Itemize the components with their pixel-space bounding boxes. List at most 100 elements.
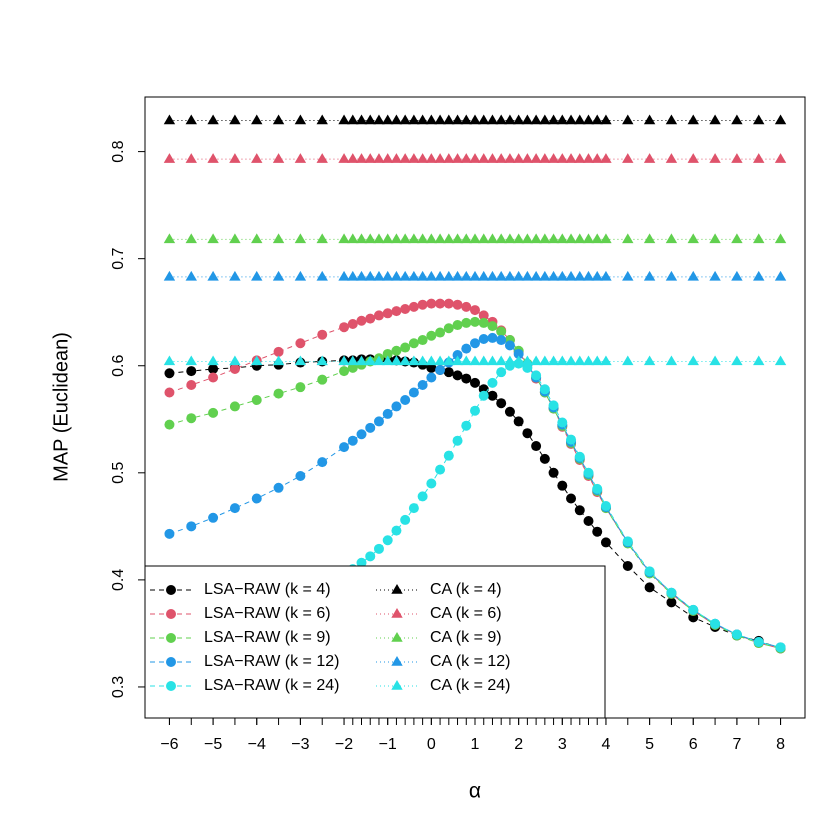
circle-marker xyxy=(731,629,742,640)
triangle-marker xyxy=(408,233,420,244)
triangle-marker xyxy=(547,153,560,163)
circle-marker xyxy=(417,380,428,391)
triangle-marker xyxy=(460,270,472,281)
circle-marker xyxy=(229,503,240,514)
legend-label: LSA−RAW (k = 9) xyxy=(204,629,331,646)
x-axis-label: α xyxy=(469,780,481,803)
legend-label: CA (k = 6) xyxy=(430,605,502,622)
triangle-marker xyxy=(251,355,263,366)
triangle-marker xyxy=(504,114,516,125)
circle-marker xyxy=(470,377,480,388)
triangle-marker xyxy=(582,114,595,125)
circle-marker xyxy=(452,320,463,331)
circle-marker xyxy=(443,323,454,334)
legend-label: LSA−RAW (k = 24) xyxy=(204,677,339,694)
circle-marker xyxy=(339,442,350,453)
triangle-marker xyxy=(591,153,603,163)
triangle-marker xyxy=(521,114,534,125)
circle-marker xyxy=(496,398,507,409)
triangle-marker xyxy=(272,355,285,366)
triangle-marker xyxy=(294,153,307,163)
triangle-marker xyxy=(185,233,197,244)
triangle-marker xyxy=(207,270,219,281)
triangle-marker xyxy=(731,114,743,125)
triangle-marker xyxy=(753,233,765,244)
triangle-marker xyxy=(443,114,455,125)
triangle-marker xyxy=(486,355,499,366)
triangle-marker xyxy=(294,355,307,366)
triangle-marker xyxy=(355,355,368,366)
triangle-marker xyxy=(316,233,328,244)
x-tick-label: 7 xyxy=(732,736,741,753)
x-tick-label: −5 xyxy=(204,736,222,753)
triangle-marker xyxy=(251,270,263,281)
triangle-marker xyxy=(530,114,542,125)
circle-marker xyxy=(622,536,633,547)
x-tick-label: −6 xyxy=(160,736,178,753)
circle-marker xyxy=(487,332,498,343)
circle-marker xyxy=(186,413,197,424)
circle-marker xyxy=(548,400,559,411)
circle-marker xyxy=(186,521,197,532)
triangle-marker xyxy=(408,355,420,366)
circle-marker xyxy=(487,390,498,401)
circle-marker xyxy=(317,457,328,468)
circle-marker xyxy=(417,299,428,310)
circle-marker xyxy=(644,582,655,593)
circle-marker xyxy=(600,537,611,548)
circle-marker xyxy=(592,483,603,494)
triangle-marker xyxy=(504,153,516,163)
circle-marker xyxy=(417,491,428,502)
circle-marker xyxy=(470,316,480,327)
circle-marker xyxy=(400,514,411,525)
circle-marker xyxy=(251,395,262,406)
triangle-marker xyxy=(469,233,481,244)
triangle-marker xyxy=(399,233,411,244)
x-tick-label: 2 xyxy=(514,736,523,753)
x-tick-label: −3 xyxy=(291,736,309,753)
x-tick-label: 3 xyxy=(558,736,567,753)
circle-marker xyxy=(426,298,437,309)
x-tick-label: 1 xyxy=(471,736,480,753)
triangle-marker xyxy=(530,270,542,281)
triangle-marker xyxy=(373,355,385,366)
circle-marker xyxy=(513,416,524,427)
triangle-marker xyxy=(251,114,263,125)
circle-marker xyxy=(574,451,585,462)
circle-marker xyxy=(391,345,402,356)
triangle-marker xyxy=(251,233,263,244)
triangle-marker xyxy=(643,233,656,244)
triangle-marker xyxy=(521,233,534,244)
triangle-marker xyxy=(530,233,542,244)
triangle-marker xyxy=(574,233,586,244)
triangle-marker xyxy=(434,355,446,366)
x-tick-label: −2 xyxy=(335,736,353,753)
triangle-marker xyxy=(316,355,328,366)
triangle-marker xyxy=(185,153,197,163)
triangle-marker xyxy=(547,270,560,281)
triangle-marker xyxy=(451,270,464,281)
circle-marker xyxy=(251,493,262,504)
triangle-marker xyxy=(390,233,403,244)
circle-marker xyxy=(470,305,480,316)
legend-label: LSA−RAW (k = 12) xyxy=(204,653,339,670)
triangle-marker xyxy=(416,114,429,125)
circle-marker xyxy=(365,422,376,433)
triangle-marker xyxy=(391,584,403,594)
legend-label: LSA−RAW (k = 6) xyxy=(204,605,331,622)
triangle-marker xyxy=(373,153,385,163)
legend-label: CA (k = 24) xyxy=(430,677,510,694)
triangle-marker xyxy=(547,114,560,125)
triangle-marker xyxy=(381,355,394,366)
triangle-marker xyxy=(373,114,385,125)
circle-marker xyxy=(347,318,358,329)
circle-marker xyxy=(461,420,472,431)
circle-marker xyxy=(166,681,176,691)
circle-marker xyxy=(417,335,428,346)
circle-marker xyxy=(229,363,240,374)
triangle-marker xyxy=(469,355,481,366)
triangle-marker xyxy=(185,270,197,281)
circle-marker xyxy=(557,480,568,491)
circle-marker xyxy=(470,405,480,416)
triangle-marker xyxy=(443,355,455,366)
